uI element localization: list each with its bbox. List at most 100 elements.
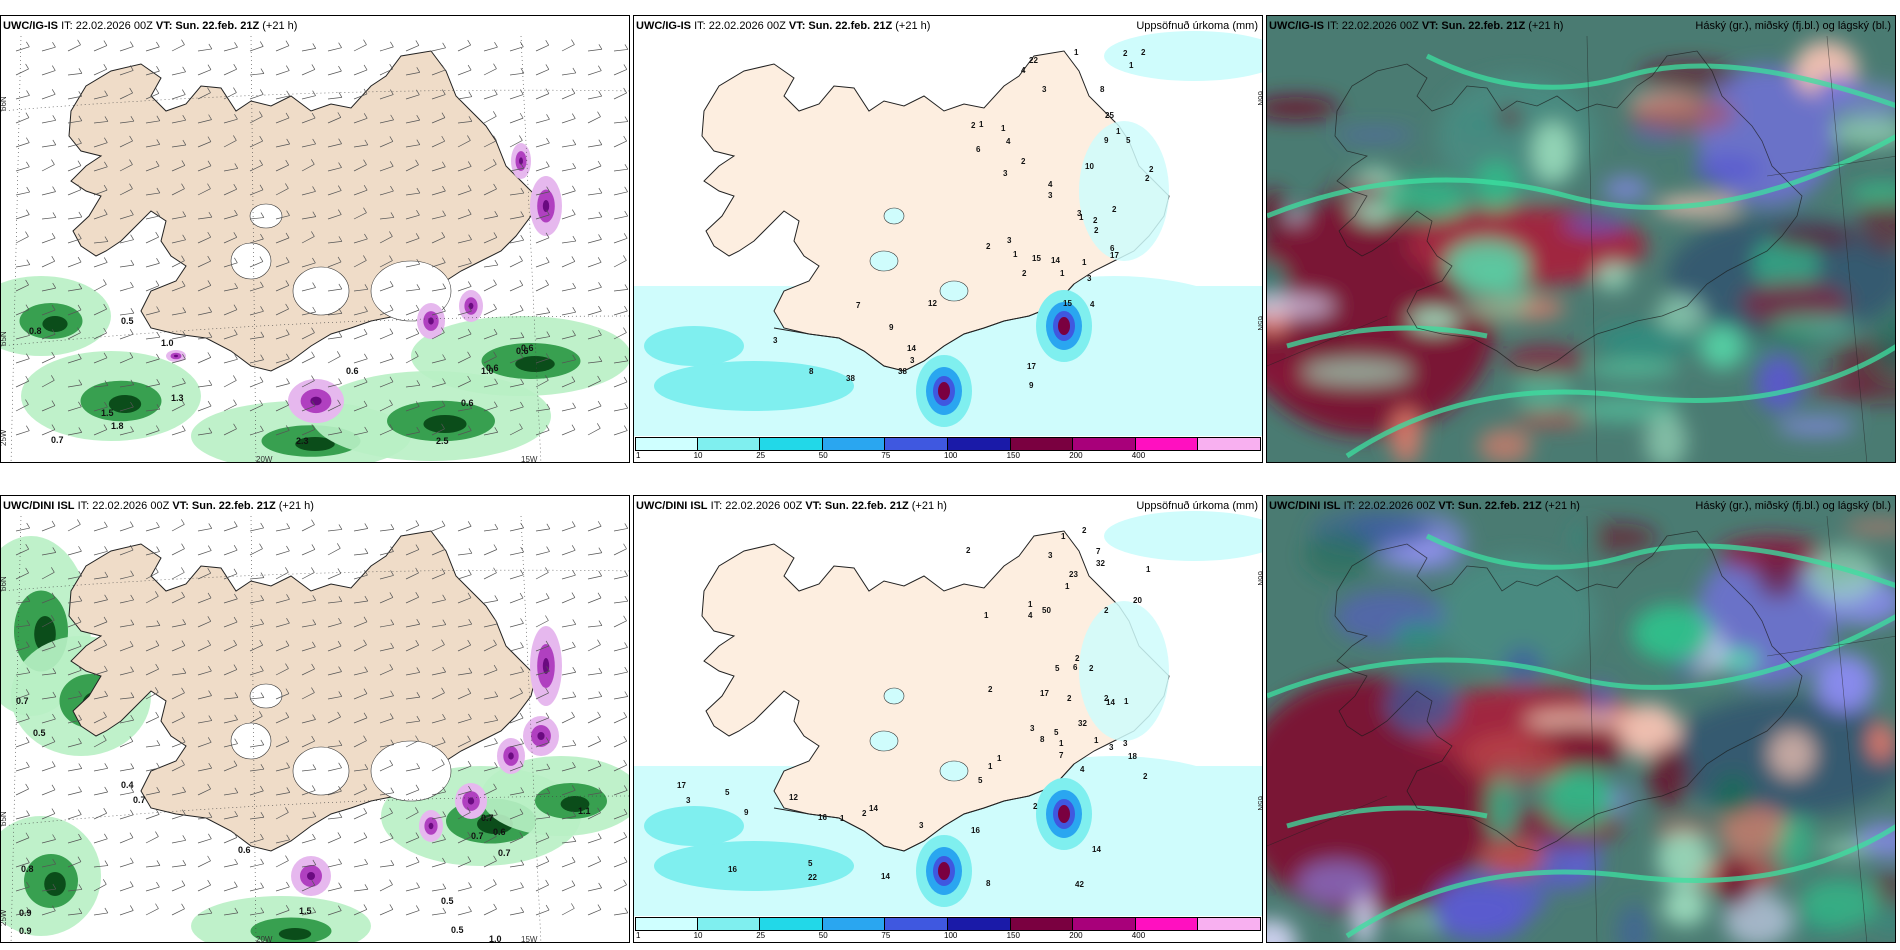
- wind-barb: [259, 256, 264, 262]
- wind-barb: [93, 670, 108, 676]
- precip-amount-label: 50: [1042, 606, 1051, 615]
- cloud-blob: [1700, 325, 1744, 369]
- wind-barb: [67, 645, 82, 652]
- wind-barb: [208, 690, 212, 696]
- precip-shade: [1104, 511, 1262, 561]
- colorbar-label: 150: [1006, 931, 1020, 940]
- wind-barb: [223, 719, 238, 724]
- wind-barb: [571, 592, 576, 598]
- wind-barb: [509, 337, 524, 340]
- wind-barb: [156, 115, 161, 122]
- wind-barb: [623, 135, 627, 142]
- wind-barb: [363, 328, 368, 335]
- wind-barb: [379, 68, 393, 76]
- wind-barb: [260, 212, 265, 218]
- wind-barb: [519, 305, 524, 311]
- precip-value-label: 0.5: [33, 728, 46, 738]
- wind-barb: [327, 355, 341, 364]
- wind-barb: [483, 46, 498, 52]
- wind-barb: [379, 647, 394, 652]
- wind-barb: [613, 647, 628, 652]
- model-name: UWC/DINI ISL: [3, 500, 75, 512]
- precip-amount-label: 1: [1124, 697, 1129, 706]
- precip-shade: [1079, 601, 1169, 741]
- wind-barb: [301, 287, 316, 292]
- wind-barb: [285, 688, 290, 694]
- wind-barb: [431, 288, 446, 292]
- wind-barb: [415, 159, 419, 166]
- wind-barb: [171, 382, 186, 388]
- wind-barb: [405, 910, 420, 916]
- wind-barb: [301, 262, 316, 268]
- wind-barb: [389, 760, 394, 766]
- precip-shade: [108, 395, 142, 413]
- wind-barb: [623, 327, 627, 333]
- wind-barb: [415, 856, 420, 863]
- wind-barb: [52, 668, 57, 674]
- precip-amount-label: 1: [997, 754, 1002, 763]
- wind-barb: [379, 46, 394, 52]
- wind-barb: [338, 691, 343, 697]
- wind-barb: [587, 525, 602, 532]
- wind-barb: [208, 114, 212, 120]
- wind-barb: [275, 164, 289, 172]
- wind-barb: [208, 812, 213, 818]
- wind-barb: [457, 69, 472, 76]
- wind-barb: [223, 358, 238, 364]
- wind-barb: [457, 166, 472, 172]
- precip-amount-label: 17: [1110, 251, 1119, 260]
- cloud-blob: [1579, 523, 1657, 553]
- wind-barb: [275, 45, 290, 52]
- wind-barb: [457, 887, 472, 892]
- precip-amount-label: 18: [1128, 752, 1137, 761]
- valid-time: VT: Sun. 22.feb. 21Z: [1438, 500, 1542, 512]
- wind-barb: [441, 232, 446, 238]
- wind-barb: [493, 544, 498, 550]
- colorbar-swatch: [885, 437, 948, 451]
- valid-time: VT: Sun. 22.feb. 21Z: [788, 20, 893, 32]
- wind-barb: [561, 44, 575, 52]
- wind-barb: [571, 880, 576, 886]
- wind-barb: [389, 904, 394, 910]
- wind-barb: [15, 837, 30, 844]
- wind-barb: [379, 575, 394, 580]
- wind-barb: [67, 216, 82, 220]
- wind-barb: [207, 64, 212, 70]
- wind-barb: [379, 217, 394, 220]
- wind-barb: [15, 624, 30, 628]
- wind-barb: [171, 165, 185, 172]
- precip-amount-label: 4: [1028, 611, 1033, 620]
- wind-barb: [338, 162, 342, 168]
- precip-value-label: 0.8: [21, 864, 34, 874]
- precip-value-label: 0.5: [451, 925, 464, 935]
- wind-barb: [379, 837, 394, 844]
- colorbar-frame: [635, 917, 1261, 931]
- wind-barb: [613, 600, 628, 604]
- lead-time: (+21 h): [911, 500, 947, 512]
- wind-barb: [130, 570, 134, 576]
- wind-barb: [301, 405, 316, 412]
- wind-barb: [587, 765, 602, 772]
- wind-barb: [15, 404, 29, 412]
- wind-barb: [77, 856, 82, 862]
- cloud-blob: [1657, 295, 1705, 331]
- wind-barb: [25, 567, 29, 574]
- wind-barb: [493, 567, 497, 573]
- cloud-blob: [1869, 723, 1893, 761]
- wind-barb: [379, 718, 394, 724]
- precip-value-label: 0.9: [19, 926, 32, 936]
- wind-barb: [379, 236, 393, 244]
- wind-barb: [249, 336, 264, 340]
- wind-barb: [327, 404, 341, 412]
- wind-barb: [41, 525, 56, 532]
- wind-barb: [587, 812, 601, 820]
- precip-amount-label: 17: [677, 781, 686, 790]
- wind-barb: [301, 117, 316, 124]
- wind-barb: [364, 548, 369, 554]
- wind-barb: [41, 356, 55, 364]
- wind-barb: [311, 351, 315, 357]
- wind-barb: [155, 231, 159, 238]
- wind-barb: [561, 526, 576, 532]
- wind-barb: [233, 87, 237, 93]
- wind-barb: [414, 351, 419, 357]
